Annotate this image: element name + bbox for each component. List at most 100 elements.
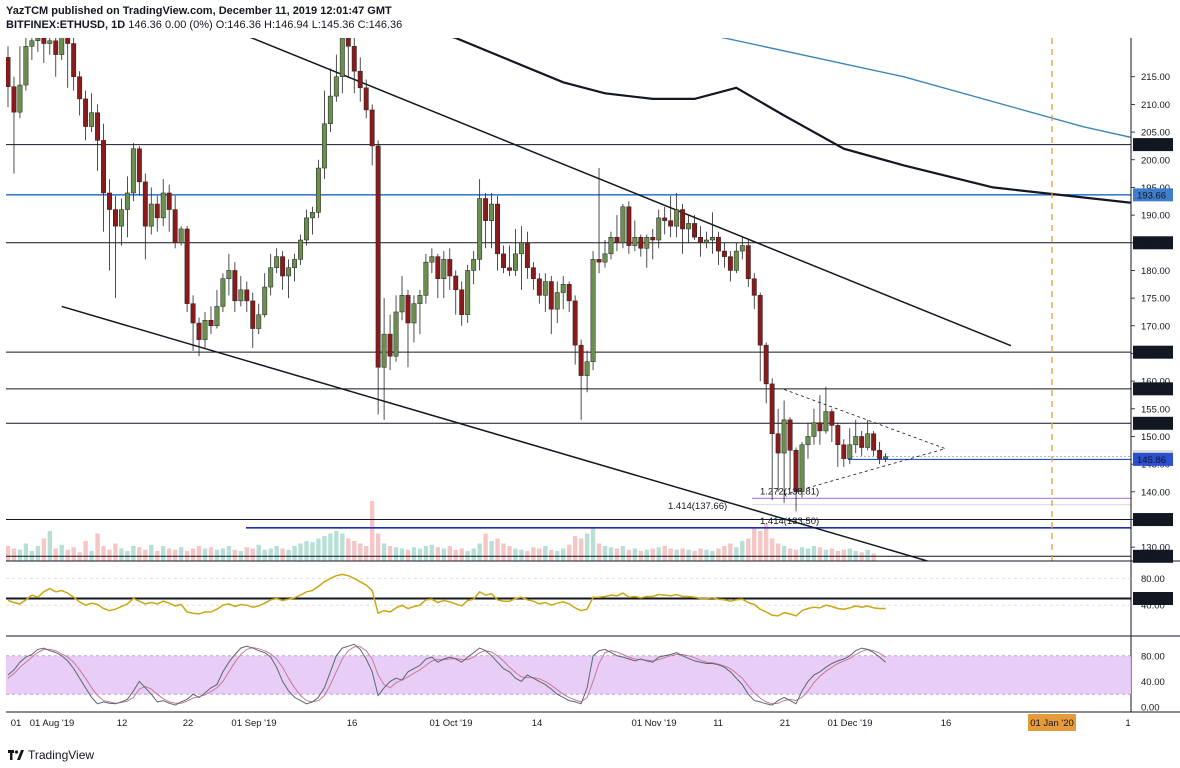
ohlc-text: 146.36 0.00 (0%) O:146.36 H:146.94 L:145…: [128, 19, 403, 31]
candle-body: [578, 344, 584, 376]
volume-bar: [728, 543, 733, 561]
volume-bar: [65, 549, 70, 561]
candle-body: [751, 278, 757, 296]
candle: [715, 231, 721, 265]
y-tick-label: 190.00: [1141, 211, 1170, 222]
candle-body: [429, 256, 435, 263]
candle-body: [95, 112, 100, 141]
candle: [620, 204, 626, 249]
volume-bar: [650, 548, 655, 561]
candle-body: [829, 411, 835, 426]
candle-body: [178, 228, 184, 244]
volume-bar: [614, 548, 620, 561]
volume-bar: [322, 536, 327, 561]
volume-bar: [787, 548, 793, 561]
candle: [375, 140, 381, 415]
candle: [638, 234, 644, 257]
volume-bar: [549, 549, 554, 561]
volume-bar: [196, 546, 202, 561]
volume-bar: [35, 546, 41, 561]
candle-body: [614, 236, 620, 244]
volume-bar: [752, 528, 757, 561]
candle-body: [292, 259, 298, 268]
volume-bar: [680, 548, 685, 561]
candle-body: [327, 95, 333, 125]
candle-body: [166, 192, 172, 210]
candle: [148, 187, 154, 235]
level-badge: [1133, 138, 1173, 152]
volume-bar: [608, 547, 614, 561]
stoch-d-line: [7, 646, 886, 705]
candle: [304, 209, 309, 246]
date-badge: [1028, 714, 1076, 731]
candle-body: [244, 289, 250, 302]
y-tick-label: 160.00: [1141, 377, 1170, 388]
volume-bar: [596, 543, 602, 561]
candle-body: [130, 148, 136, 194]
candle: [95, 104, 100, 171]
x-tick-label: 01 Nov '19: [631, 718, 676, 729]
candle-body: [680, 209, 686, 230]
tradingview-brand[interactable]: TradingView: [8, 748, 94, 762]
volume-bar: [232, 549, 238, 561]
candle: [369, 104, 375, 166]
candle: [130, 143, 136, 202]
candle: [113, 195, 118, 299]
x-tick-label: 1: [1125, 718, 1130, 729]
level-badge-label: 145.86: [1137, 455, 1166, 466]
candle: [692, 215, 697, 241]
candle-body: [208, 320, 214, 327]
volume-bar: [620, 546, 626, 561]
volume-bar: [71, 547, 76, 561]
candle-body: [787, 419, 793, 451]
volume-bar: [495, 538, 500, 561]
candle-body: [453, 275, 459, 291]
rsi-tick-label: 80.00: [1141, 574, 1165, 585]
candle: [698, 226, 703, 257]
volume-bar: [304, 541, 309, 561]
candle-body: [23, 46, 29, 86]
y-tick-label: 215.00: [1141, 72, 1170, 83]
candle: [686, 215, 692, 243]
candle-body: [674, 209, 680, 227]
volume-bar: [423, 546, 429, 561]
candle-body: [89, 112, 95, 127]
volume-bar: [531, 547, 536, 561]
candle: [363, 79, 369, 119]
candle: [721, 242, 727, 268]
candle: [262, 273, 268, 318]
stoch-tick-label: 40.00: [1141, 677, 1165, 688]
triangle-lower: [783, 448, 946, 495]
x-tick-label: 11: [713, 718, 723, 729]
candle-body: [584, 361, 590, 376]
rsi-tick-label: 40.00: [1141, 601, 1165, 612]
volume-bar: [17, 549, 23, 561]
candle-body: [142, 181, 148, 227]
x-tick-label: 16: [347, 718, 358, 729]
volume-bar: [561, 548, 566, 561]
volume-bar: [208, 547, 214, 561]
volume-bar: [417, 548, 423, 561]
candle-body: [554, 292, 560, 310]
rsi-badge-label: 50.00: [1137, 594, 1161, 605]
candle-body: [118, 209, 124, 227]
candle-body: [459, 289, 465, 315]
volume-bar: [292, 546, 297, 561]
volume-bar: [704, 549, 709, 561]
candle-body: [250, 300, 256, 329]
volume-bar: [644, 549, 649, 561]
candle-body: [357, 70, 363, 89]
x-tick-label: 01 Dec '19: [827, 718, 872, 729]
volume-bar: [829, 548, 835, 561]
y-tick-label: 130.00: [1141, 543, 1170, 554]
candle-body: [214, 306, 220, 327]
candle: [614, 215, 620, 252]
fib-label: 1.414(133.50): [760, 516, 819, 527]
candle-body: [698, 236, 703, 244]
candle: [298, 234, 303, 265]
candle-body: [477, 198, 483, 260]
candle: [877, 442, 883, 465]
candle-body: [805, 436, 811, 446]
candle: [142, 173, 148, 260]
